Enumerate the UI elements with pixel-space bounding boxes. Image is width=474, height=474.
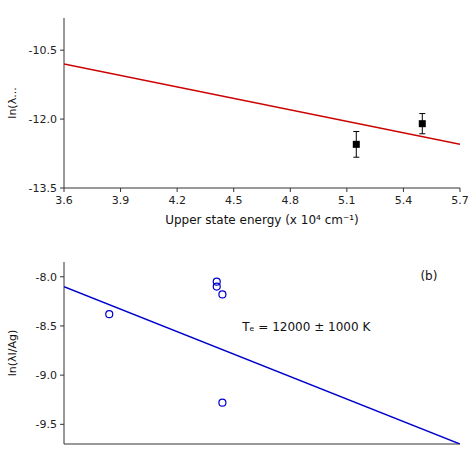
x-tick-label: 3.6 [55, 194, 73, 207]
x-axis-line [64, 188, 460, 189]
point [219, 399, 226, 406]
line [64, 287, 460, 444]
x-tick-label: 5.4 [395, 194, 413, 207]
point [419, 120, 426, 127]
y-tick [60, 276, 64, 277]
x-tick-label: 4.2 [168, 194, 186, 207]
point [219, 291, 226, 298]
annotation: (b) [420, 269, 437, 283]
y-axis-label: ln(λ... [6, 87, 19, 118]
x-tick-label: 3.9 [112, 194, 130, 207]
y-axis-line [64, 18, 65, 188]
plot-area [64, 278, 460, 444]
y-tick [60, 375, 64, 376]
chart-canvas: 3.6 3.9 4.2 4.5 4.8 5.1 5.4 5.7 -13.5 -12.0 -10.5 U… [0, 0, 474, 474]
y-tick-label: -8.0 [36, 271, 57, 284]
x-axis-line [64, 444, 460, 445]
plot-area [64, 64, 460, 157]
line [64, 64, 460, 144]
y-tick-label: -9.0 [36, 369, 57, 382]
x-tick [290, 188, 291, 192]
panel: 3.6 3.9 4.2 4.5 4.8 5.1 5.4 5.7 -13.5 -12.0 -10.5 U… [6, 18, 469, 227]
x-tick-label: 5.1 [338, 194, 356, 207]
x-tick [120, 188, 121, 192]
error-bar [419, 114, 425, 134]
y-tick [60, 325, 64, 326]
point [106, 311, 113, 318]
y-tick-label: -10.5 [29, 44, 57, 57]
x-tick-label: 5.7 [451, 194, 469, 207]
y-tick [60, 119, 64, 120]
x-tick-label: 4.5 [225, 194, 243, 207]
y-tick [60, 188, 64, 189]
y-tick [60, 50, 64, 51]
point [353, 141, 360, 148]
x-tick [64, 188, 65, 192]
y-axis-label: ln(λI/Ag) [6, 330, 19, 377]
y-tick-label: -12.0 [29, 113, 57, 126]
panel: -9.5 -9.0 -8.5 -8.0 ln(λI/Ag) Tₑ = 12000 ± 10… [6, 262, 460, 444]
y-axis-line [64, 262, 65, 444]
x-tick [460, 188, 461, 192]
y-tick-label: -8.5 [36, 320, 57, 333]
y-tick-label: -13.5 [29, 182, 57, 195]
x-tick [346, 188, 347, 192]
x-tick-label: 4.8 [282, 194, 300, 207]
y-tick-label: -9.5 [36, 418, 57, 431]
x-tick [403, 188, 404, 192]
x-tick [233, 188, 234, 192]
point [213, 283, 220, 290]
annotation: Tₑ = 12000 ± 1000 K [241, 320, 371, 334]
y-tick [60, 424, 64, 425]
x-axis-label: Upper state energy (x 10⁴ cm⁻¹) [165, 213, 359, 227]
x-tick [177, 188, 178, 192]
error-bar [353, 131, 359, 157]
